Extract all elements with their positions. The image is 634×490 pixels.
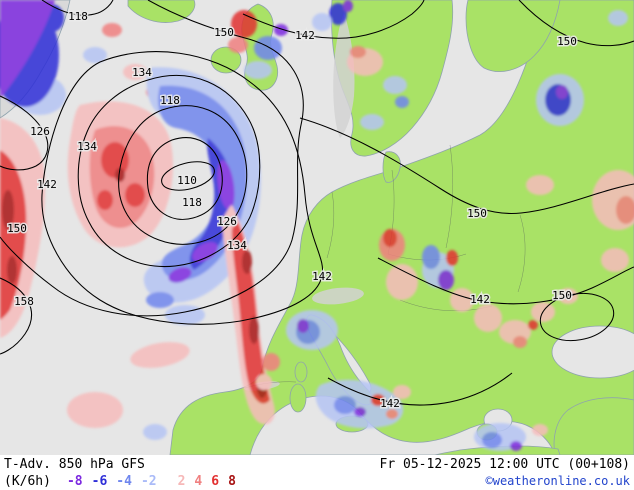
advection-front-band xyxy=(222,205,275,425)
denmark xyxy=(382,151,401,183)
contour-label: 142 xyxy=(37,178,57,191)
contour-label: 134 xyxy=(77,140,97,153)
contour-label: 150 xyxy=(467,207,487,220)
contour-label: 118 xyxy=(68,10,88,23)
legend-left: T-Adv. 850 hPa GFS (K/6h) -8 -6 -4 -2 2 4 6 8 xyxy=(4,456,236,489)
advection-greece xyxy=(474,423,548,451)
advection-layer xyxy=(0,0,634,451)
contour-label: 158 xyxy=(14,295,34,308)
contour-label: 150 xyxy=(552,289,572,302)
contour-label: 126 xyxy=(30,125,50,138)
footer: T-Adv. 850 hPa GFS (K/6h) -8 -6 -4 -2 2 4 6 8 F… xyxy=(0,455,634,490)
contour-label: 118 xyxy=(160,94,180,107)
advection-iceland-area xyxy=(83,23,147,80)
sardinia xyxy=(289,383,307,413)
contour-label: 110 xyxy=(177,174,197,187)
scandes-mountains xyxy=(333,12,355,138)
scale-value: 6 xyxy=(211,474,220,489)
color-scale: -8 -6 -4 -2 2 4 6 8 xyxy=(67,473,236,490)
contour-label: 126 xyxy=(217,215,237,228)
ireland xyxy=(210,46,242,74)
advection-italy-med xyxy=(256,310,411,429)
contour-label: 118 xyxy=(182,196,202,209)
finland xyxy=(465,0,561,72)
contour-label-layer: 118 150 142 150 134 118 126 134 142 110 118 126 150 1… xyxy=(6,9,579,412)
anatolia xyxy=(553,397,634,455)
contour-label: 142 xyxy=(470,293,490,306)
contour-label: 142 xyxy=(380,397,400,410)
scale-value: 4 xyxy=(194,474,203,489)
valid-datetime: Fr 05-12-2025 12:00 UTC (00+108) xyxy=(379,457,630,472)
contour-label: 134 xyxy=(227,239,247,252)
contour-label: 150 xyxy=(557,35,577,48)
alps xyxy=(312,287,364,305)
scale-value: -2 xyxy=(140,474,157,489)
map-area: 118 150 142 150 134 118 126 134 142 110 118 126 150 1… xyxy=(0,0,634,455)
scale-value: 2 xyxy=(177,474,186,489)
advection-scandinavia xyxy=(312,0,409,130)
advection-greenland xyxy=(0,0,66,115)
iceland xyxy=(127,0,196,23)
contour-label: 142 xyxy=(295,29,315,42)
advection-eastern-europe xyxy=(379,229,578,348)
contour-label: 150 xyxy=(7,222,27,235)
contour-label: 150 xyxy=(214,26,234,39)
legend-right: Fr 05-12-2025 12:00 UTC (00+108) ©weathe… xyxy=(380,456,630,489)
scale-value: -4 xyxy=(116,474,132,489)
corsica xyxy=(294,361,308,383)
weather-map-svg: 118 150 142 150 134 118 126 134 142 110 118 126 150 1… xyxy=(0,0,634,455)
contour-label: 134 xyxy=(132,66,152,79)
contour-layer xyxy=(0,0,634,406)
scale-value: -6 xyxy=(91,474,108,489)
advection-low-warm-sector xyxy=(67,84,174,248)
advection-east-edge xyxy=(526,10,634,272)
scale-value: -8 xyxy=(66,474,83,489)
contour-label: 142 xyxy=(312,270,332,283)
advection-west-edge xyxy=(0,118,46,338)
map-unit: (K/6h) xyxy=(4,474,51,489)
map-title: T-Adv. 850 hPa GFS xyxy=(4,457,145,472)
advection-south-atlantic xyxy=(67,342,190,440)
black-sea xyxy=(551,325,634,379)
scale-value: 8 xyxy=(228,474,236,489)
copyright-link[interactable]: ©weatheronline.co.uk xyxy=(485,474,631,488)
